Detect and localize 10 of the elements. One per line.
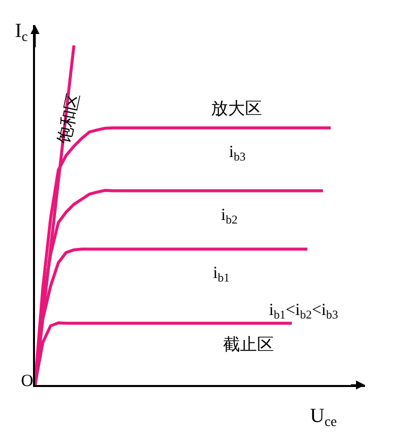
annotation: 放大区	[211, 99, 262, 118]
series-label: i$_{b1}$	[213, 263, 230, 285]
annotation: O	[21, 371, 34, 390]
annotation: 截止区	[223, 335, 274, 354]
series-label: i$_{b2}$	[221, 205, 238, 227]
annotation: 饱和区	[54, 92, 84, 147]
series-label: i$_{b3}$	[229, 142, 246, 164]
y-axis-title: I$_{c}$	[15, 20, 28, 46]
annotation: i$_{b1}$<i$_{b2}$<i$_{b3}$	[269, 300, 338, 322]
x-axis-title: U$_{ce}$	[310, 405, 337, 430]
